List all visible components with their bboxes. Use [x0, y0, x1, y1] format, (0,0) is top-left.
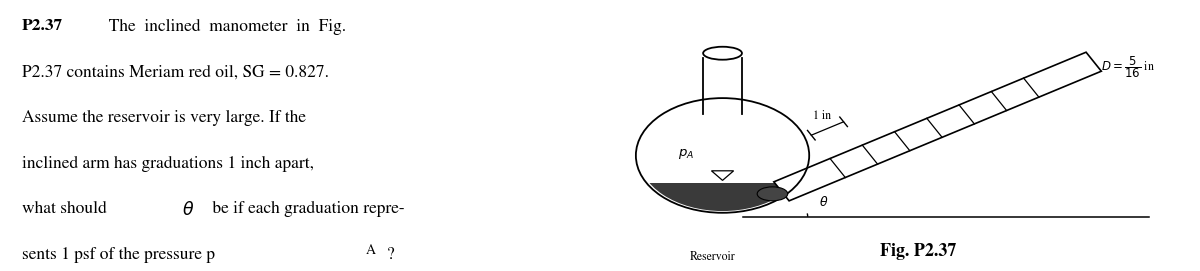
Text: A: A	[366, 244, 376, 257]
Text: Assume the reservoir is very large. If the: Assume the reservoir is very large. If t…	[22, 110, 306, 126]
Text: $\theta$: $\theta$	[820, 195, 829, 209]
Polygon shape	[774, 52, 1102, 201]
Text: ?: ?	[386, 247, 394, 263]
Text: 1 in: 1 in	[814, 110, 832, 122]
Text: The  inclined  manometer  in  Fig.: The inclined manometer in Fig.	[100, 19, 346, 35]
Bar	[629, 93, 816, 183]
Text: inclined arm has graduations 1 inch apart,: inclined arm has graduations 1 inch apar…	[22, 156, 313, 172]
Text: $D=\dfrac{5}{16}$ in: $D=\dfrac{5}{16}$ in	[1100, 54, 1154, 80]
Text: Reservoir: Reservoir	[689, 251, 736, 263]
Text: $\theta$: $\theta$	[182, 201, 194, 219]
Text: be if each graduation repre-: be if each graduation repre-	[208, 201, 404, 217]
Text: Fig. P2.37: Fig. P2.37	[880, 243, 956, 260]
Bar	[703, 58, 742, 114]
Ellipse shape	[638, 100, 806, 211]
Ellipse shape	[703, 47, 742, 60]
Text: $p_A$: $p_A$	[678, 147, 695, 161]
Ellipse shape	[757, 187, 787, 201]
Text: sents 1 psf of the pressure p: sents 1 psf of the pressure p	[22, 247, 215, 263]
Text: P2.37 contains Meriam red oil, SG = 0.827.: P2.37 contains Meriam red oil, SG = 0.82…	[22, 64, 329, 80]
Text: what should: what should	[22, 201, 110, 217]
Text: P2.37: P2.37	[22, 19, 62, 33]
